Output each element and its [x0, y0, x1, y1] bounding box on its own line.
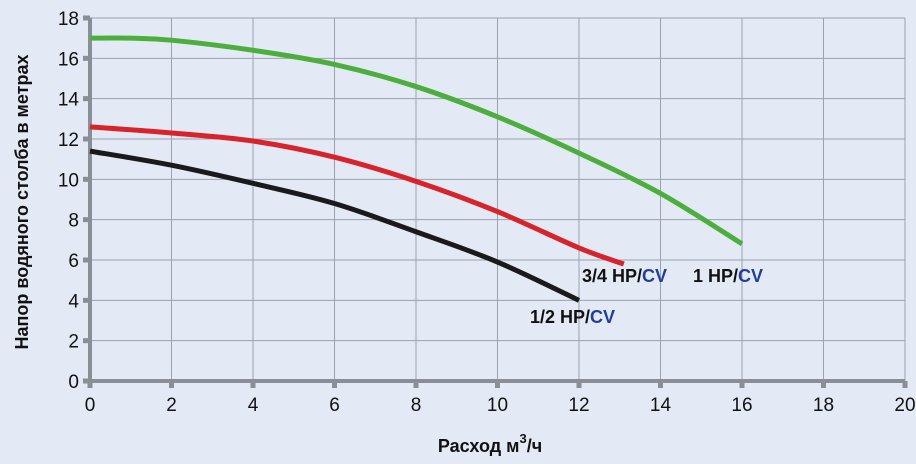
- series-label-main: 1/2 HP/: [530, 307, 590, 327]
- series-label-three-quarter-hp: 3/4 HP/CV: [582, 266, 667, 286]
- y-tick-label: 8: [68, 211, 79, 232]
- x-axis-title: Расход м3/ч: [438, 431, 542, 456]
- y-tick-label: 12: [58, 130, 79, 151]
- x-tick-label: 0: [85, 395, 96, 416]
- x-tick-label: 12: [568, 395, 589, 416]
- x-axis-title-main: Расход м: [438, 436, 520, 456]
- x-tick-label: 16: [731, 395, 752, 416]
- x-tick-labels: 0 2 4 6 8 10 12 14 16 18 20: [85, 395, 916, 416]
- y-tick-label: 16: [58, 49, 79, 70]
- x-tick-label: 18: [813, 395, 834, 416]
- series-label-one-hp: 1 HP/CV: [693, 266, 763, 286]
- grid: [90, 17, 906, 381]
- x-tick-label: 20: [894, 395, 915, 416]
- y-tick-label: 6: [68, 251, 79, 272]
- x-tick-label: 2: [166, 395, 177, 416]
- x-axis-title-sup: 3: [519, 431, 526, 446]
- series-label-accent: CV: [642, 266, 667, 286]
- axes: [83, 15, 908, 388]
- y-tick-label: 18: [58, 9, 79, 30]
- y-tick-label: 0: [68, 372, 79, 393]
- x-tick-label: 14: [650, 395, 672, 416]
- series-line-three-quarter-hp: [89, 124, 625, 267]
- y-tick-labels: 0 2 4 6 8 10 12 14 16 18: [58, 9, 80, 393]
- y-tick-label: 10: [58, 170, 79, 191]
- y-tick-label: 2: [68, 332, 79, 353]
- x-tick-label: 6: [329, 395, 340, 416]
- series-line-half-hp: [89, 148, 581, 303]
- series-label-accent: CV: [590, 307, 615, 327]
- series-labels: 1/2 HP/CV3/4 HP/CV 1 HP/CV: [530, 266, 763, 327]
- x-tick-label: 10: [487, 395, 508, 416]
- y-tick-label: 4: [68, 291, 79, 312]
- x-axis-title-suffix: /ч: [527, 436, 542, 456]
- y-tick-label: 14: [58, 90, 80, 111]
- series-label-half-hp: 1/2 HP/CV: [530, 307, 615, 327]
- series-line-one-hp: [89, 35, 744, 246]
- y-axis-title: Напор водяного столба в метрах: [12, 55, 32, 350]
- x-tick-label: 4: [248, 395, 259, 416]
- x-tick-label: 8: [411, 395, 422, 416]
- series-label-accent: CV: [738, 266, 763, 286]
- series-lines: [89, 35, 744, 303]
- series-label-main: 3/4 HP/: [582, 266, 642, 286]
- series-label-main: 1 HP/: [693, 266, 738, 286]
